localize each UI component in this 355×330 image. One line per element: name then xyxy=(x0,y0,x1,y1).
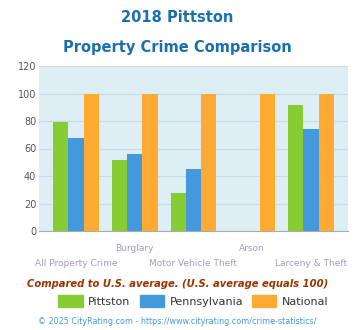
Bar xyxy=(201,93,217,231)
Text: 2018 Pittston: 2018 Pittston xyxy=(121,10,234,25)
Bar xyxy=(53,122,69,231)
Text: Larceny & Theft: Larceny & Theft xyxy=(275,259,347,268)
Bar xyxy=(69,138,84,231)
Text: © 2025 CityRating.com - https://www.cityrating.com/crime-statistics/: © 2025 CityRating.com - https://www.city… xyxy=(38,317,317,326)
Bar xyxy=(170,192,186,231)
Bar xyxy=(112,159,127,231)
Text: All Property Crime: All Property Crime xyxy=(35,259,117,268)
Bar xyxy=(303,129,318,231)
Text: Motor Vehicle Theft: Motor Vehicle Theft xyxy=(149,259,237,268)
Text: Arson: Arson xyxy=(239,244,265,253)
Bar xyxy=(260,93,275,231)
Text: Property Crime Comparison: Property Crime Comparison xyxy=(63,40,292,54)
Bar xyxy=(288,105,303,231)
Bar xyxy=(84,93,99,231)
Bar xyxy=(318,93,334,231)
Bar xyxy=(127,154,142,231)
Text: Compared to U.S. average. (U.S. average equals 100): Compared to U.S. average. (U.S. average … xyxy=(27,279,328,289)
Bar xyxy=(142,93,158,231)
Bar xyxy=(186,169,201,231)
Legend: Pittston, Pennsylvania, National: Pittston, Pennsylvania, National xyxy=(54,291,333,311)
Text: Burglary: Burglary xyxy=(115,244,154,253)
